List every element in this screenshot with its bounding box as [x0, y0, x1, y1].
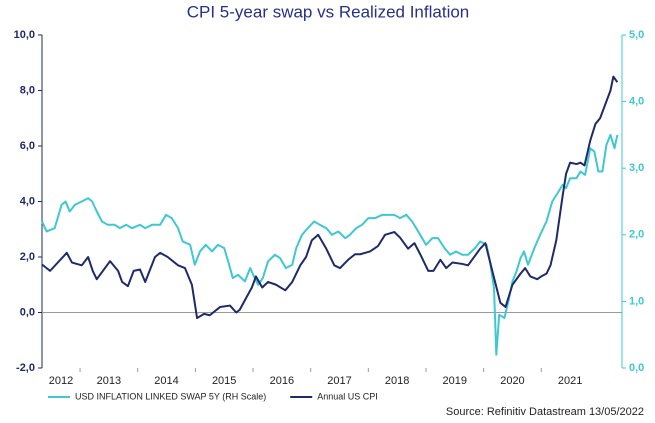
chart-title: CPI 5-year swap vs Realized Inflation — [187, 2, 470, 21]
x-tick-label: 2015 — [212, 375, 236, 387]
y-tick-label: 10,0 — [14, 29, 35, 41]
y-tick-label: 0,0 — [20, 306, 35, 318]
y2-tick-label: 0,0 — [629, 362, 644, 374]
y2-tick-label: 5,0 — [629, 29, 644, 41]
legend-label: USD INFLATION LINKED SWAP 5Y (RH Scale) — [75, 391, 266, 401]
y2-tick-label: 2,0 — [629, 229, 644, 241]
series-line — [41, 75, 619, 320]
source-note: Source: Refinitiv Datastream 13/05/2022 — [446, 406, 644, 418]
x-tick-label: 2017 — [327, 375, 351, 387]
y-tick-label: 2,0 — [20, 251, 35, 263]
x-tick-label: 2018 — [385, 375, 409, 387]
x-tick-label: 2014 — [154, 375, 178, 387]
y2-tick-label: 1,0 — [629, 295, 644, 307]
legend-label: Annual US CPI — [317, 391, 378, 401]
x-tick-label: 2021 — [558, 375, 582, 387]
x-tick-label: 2012 — [49, 375, 73, 387]
y2-tick-label: 3,0 — [629, 162, 644, 174]
y-tick-label: 4,0 — [20, 195, 35, 207]
x-tick-label: 2020 — [500, 375, 524, 387]
series-line — [41, 133, 619, 356]
x-tick-label: 2013 — [97, 375, 121, 387]
y-tick-label: -2,0 — [16, 362, 35, 374]
x-tick-label: 2019 — [443, 375, 467, 387]
x-tick-label: 2016 — [270, 375, 294, 387]
y2-tick-label: 4,0 — [629, 96, 644, 108]
y-tick-label: 6,0 — [20, 140, 35, 152]
y-tick-label: 8,0 — [20, 84, 35, 96]
